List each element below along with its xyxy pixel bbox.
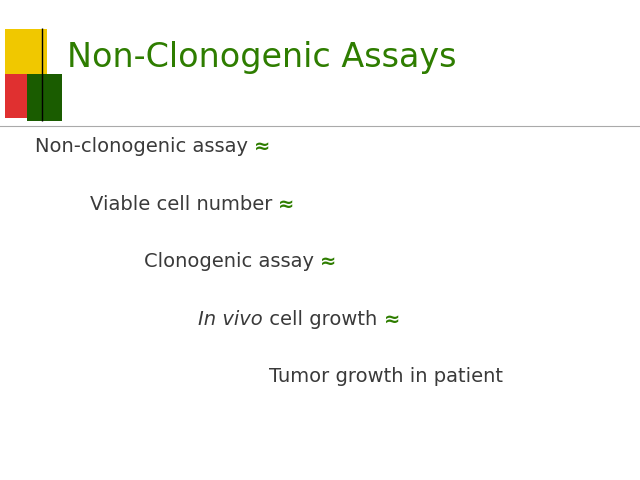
Text: Tumor growth in patient: Tumor growth in patient [269, 367, 503, 386]
Text: Non-clonogenic assay: Non-clonogenic assay [35, 137, 255, 156]
Text: ≈: ≈ [383, 310, 400, 329]
Text: In vivo: In vivo [198, 310, 263, 329]
Text: cell growth: cell growth [263, 310, 383, 329]
Bar [5, 74, 36, 118]
Bar [27, 74, 62, 121]
Bar [5, 29, 47, 74]
Text: ≈: ≈ [255, 137, 271, 156]
Text: Non-Clonogenic Assays: Non-Clonogenic Assays [67, 41, 457, 74]
Text: Viable cell number: Viable cell number [90, 194, 278, 214]
Text: Clonogenic assay: Clonogenic assay [144, 252, 320, 271]
Text: ≈: ≈ [320, 252, 337, 271]
Text: ≈: ≈ [278, 194, 294, 214]
